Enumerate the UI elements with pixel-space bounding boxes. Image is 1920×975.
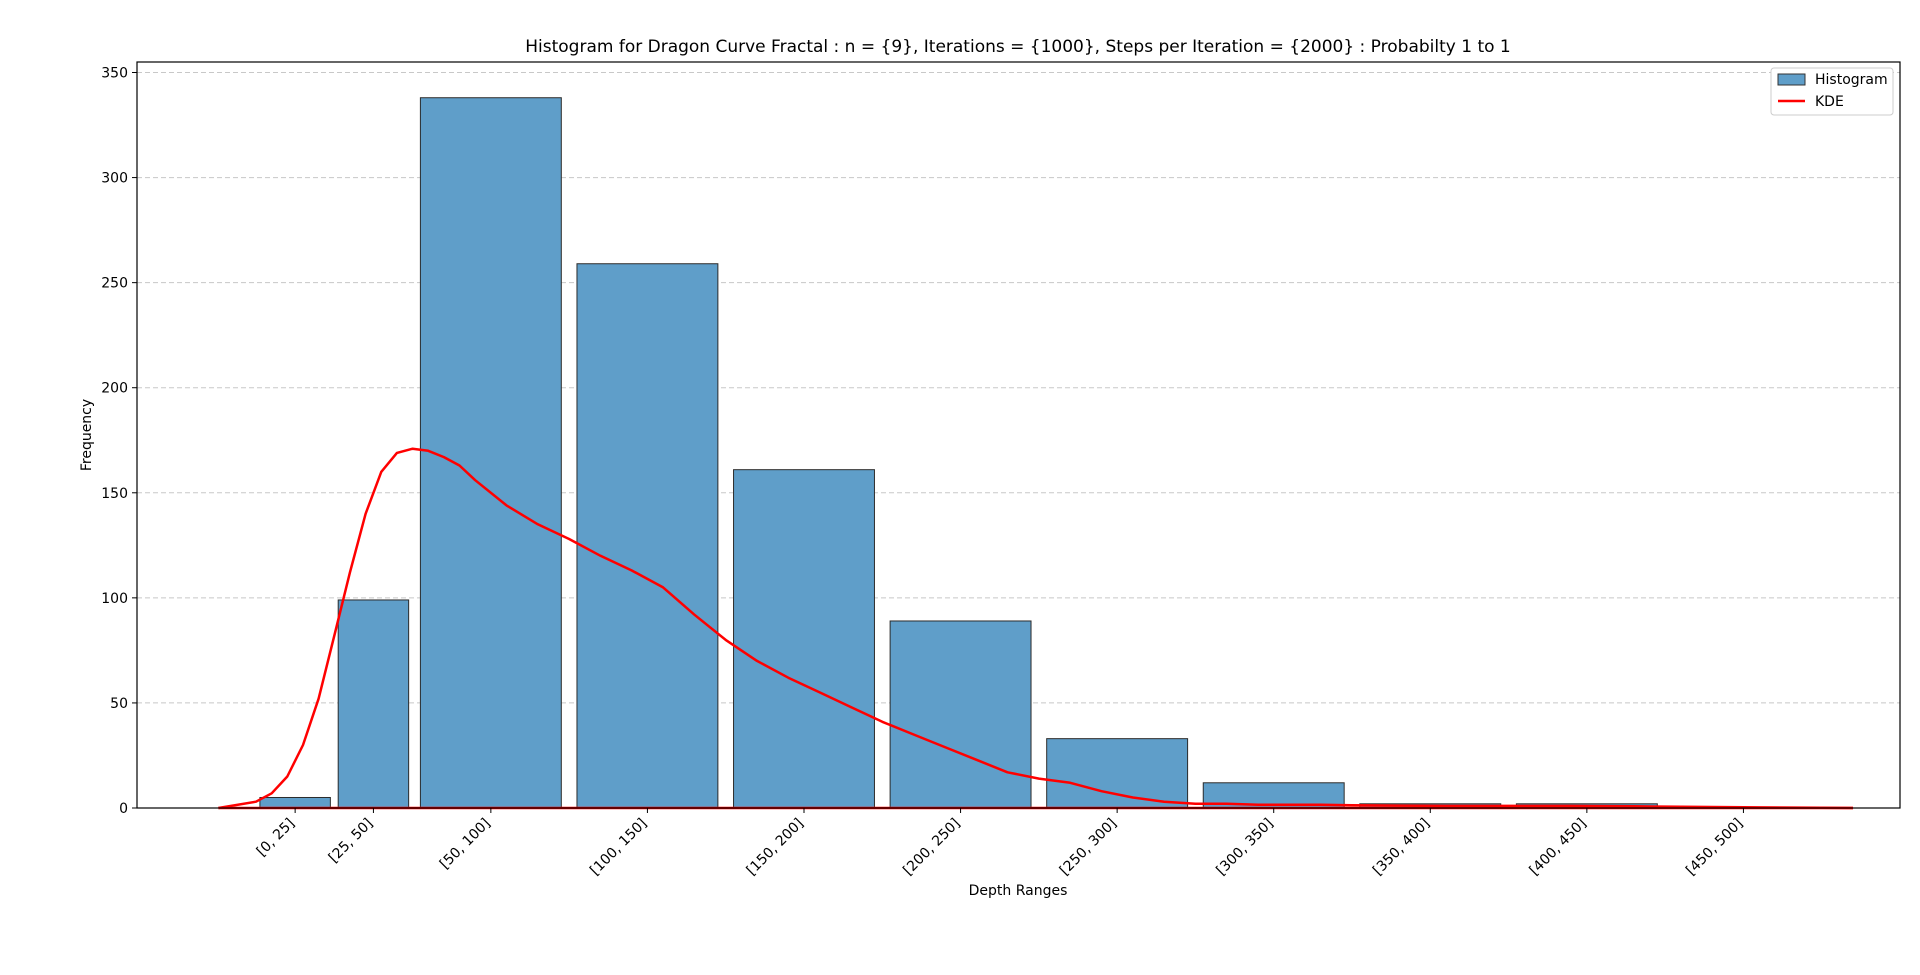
histogram-bar <box>889 620 1032 809</box>
legend-histogram-swatch <box>1777 73 1806 86</box>
x-axis-label: Depth Ranges <box>969 883 1068 899</box>
y-tick-label: 50 <box>110 696 128 712</box>
y-tick-label: 250 <box>101 276 128 292</box>
histogram-bar <box>733 469 875 809</box>
histogram-bar <box>337 599 410 809</box>
histogram-bars <box>259 97 1658 809</box>
x-axis: [0, 25] [25, 50] [50, 100] [100, 150] [150, … <box>254 808 1746 879</box>
histogram-bar <box>576 263 719 809</box>
x-tick-label: [400, 450] <box>1527 816 1590 879</box>
x-tick-label: [25, 50] <box>326 816 377 867</box>
histogram-bar <box>419 97 562 809</box>
y-tick-label: 200 <box>101 381 128 397</box>
y-tick-label: 100 <box>101 591 128 607</box>
x-tick-label: [200, 250] <box>900 816 963 879</box>
legend-kde-label: KDE <box>1815 94 1844 110</box>
x-tick-label: [150, 200] <box>744 816 807 879</box>
x-tick-label: [450, 500] <box>1683 816 1746 879</box>
x-tick-label: [50, 100] <box>437 816 494 873</box>
histogram-bar <box>259 796 331 809</box>
legend: Histogram KDE <box>1770 67 1894 116</box>
y-tick-label: 0 <box>119 801 128 817</box>
y-tick-label: 350 <box>101 66 128 82</box>
x-tick-label: [300, 350] <box>1213 816 1276 879</box>
y-axis: 0 50 100 150 200 250 300 350 <box>101 66 137 817</box>
kde-line <box>218 447 1854 810</box>
legend-histogram-label: Histogram <box>1815 72 1888 88</box>
histogram-bar <box>1046 738 1189 809</box>
x-tick-label: [0, 25] <box>254 816 298 860</box>
plot-frame <box>136 61 1901 809</box>
chart-title: Histogram for Dragon Curve Fractal : n =… <box>525 37 1511 57</box>
x-tick-label: [250, 300] <box>1057 816 1120 879</box>
x-tick-label: [350, 400] <box>1370 816 1433 879</box>
y-axis-label: Frequency <box>79 399 95 471</box>
y-tick-label: 300 <box>101 171 128 187</box>
x-tick-label: [100, 150] <box>587 816 650 879</box>
y-tick-label: 150 <box>101 486 128 502</box>
